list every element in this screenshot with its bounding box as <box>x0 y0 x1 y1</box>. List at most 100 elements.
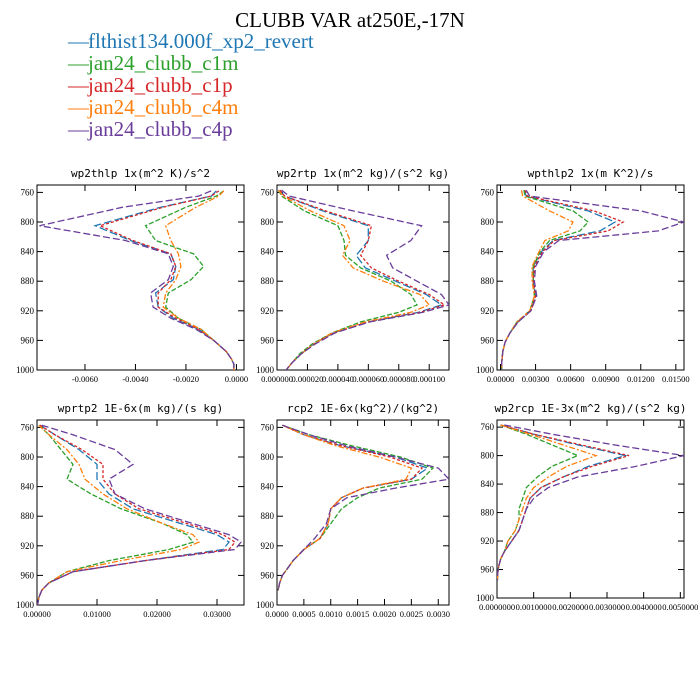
y-tick-label: 840 <box>481 479 495 489</box>
x-tick-label: 0.0020000 <box>552 602 588 612</box>
y-tick-label: 1000 <box>256 365 275 375</box>
series-line <box>277 424 413 591</box>
panel-title: wpthlp2 1x(m K^2)/s <box>528 167 654 180</box>
legend-item: —jan24_clubb_c1p <box>68 74 314 96</box>
legend-item: —flthist134.000f_xp2_revert <box>68 30 314 52</box>
chart-panel: wp2thlp 1x(m^2 K)/s^2 760 800 840 880 920 960 1… <box>16 167 248 384</box>
y-tick-label: 920 <box>21 541 35 551</box>
series-line <box>501 190 574 370</box>
x-tick-label: 0.000060 <box>352 374 384 384</box>
x-tick-label: 0.0000 <box>265 609 288 619</box>
y-tick-label: 960 <box>481 335 495 345</box>
y-tick-label: 800 <box>481 217 495 227</box>
series-line <box>277 189 418 370</box>
series-line <box>497 424 630 581</box>
y-tick-label: 880 <box>481 508 495 518</box>
panel-title: rcp2 1E-6x(kg^2)/(kg^2) <box>287 402 439 415</box>
y-tick-label: 1000 <box>256 600 275 610</box>
y-tick-label: 960 <box>21 335 35 345</box>
legend-label: jan24_clubb_c1m <box>88 51 239 75</box>
series-line <box>37 424 230 605</box>
x-tick-label: 0.00300 <box>522 374 550 384</box>
x-tick-label: -0.0020 <box>173 374 199 384</box>
series-line <box>279 189 443 370</box>
y-tick-label: 880 <box>261 276 275 286</box>
panel-title: wp2rtp 1x(m^2 kg)/(s^2 kg) <box>277 167 449 180</box>
y-tick-label: 960 <box>261 570 275 580</box>
y-tick-label: 1000 <box>16 600 35 610</box>
y-tick-label: 840 <box>261 482 275 492</box>
y-tick-label: 920 <box>481 536 495 546</box>
y-tick-label: 1000 <box>476 593 495 603</box>
series-line <box>37 424 195 605</box>
x-tick-label: 0.0030000 <box>589 602 625 612</box>
y-tick-label: 920 <box>21 306 35 316</box>
series-line <box>279 189 446 370</box>
legend-item: —jan24_clubb_c1m <box>68 52 314 74</box>
y-tick-label: 880 <box>261 511 275 521</box>
x-tick-label: 0.0040000 <box>626 602 662 612</box>
series-line <box>501 189 617 370</box>
plot-frame <box>496 419 685 599</box>
series-line <box>93 190 235 370</box>
y-tick-label: 760 <box>261 187 275 197</box>
y-tick-label: 760 <box>21 187 35 197</box>
x-tick-label: 0.0000000 <box>479 602 515 612</box>
x-tick-label: 0.0050000 <box>662 602 698 612</box>
x-tick-label: 0.000100 <box>413 374 445 384</box>
x-tick-label: 0.000080 <box>383 374 415 384</box>
y-tick-label: 800 <box>261 217 275 227</box>
panel-title: wprtp2 1E-6x(m kg)/(s kg) <box>58 402 224 415</box>
x-tick-label: 0.01200 <box>627 374 655 384</box>
series-line <box>37 424 236 605</box>
x-tick-label: 0.00000 <box>487 374 515 384</box>
figure-title: CLUBB VAR at250E,-17N <box>235 8 465 32</box>
x-tick-label: -0.0060 <box>72 374 98 384</box>
x-tick-label: 0.0010 <box>319 609 342 619</box>
legend-label: jan24_clubb_c1p <box>88 73 233 97</box>
series-line <box>497 424 580 581</box>
x-tick-label: 0.03000 <box>203 609 231 619</box>
y-tick-label: 760 <box>481 422 495 432</box>
chart-panel: rcp2 1E-6x(kg^2)/(kg^2) 760 800 840 880 920 96… <box>256 402 450 619</box>
x-tick-label: 0.000000 <box>261 374 293 384</box>
y-tick-label: 1000 <box>476 365 495 375</box>
x-tick-label: 0.0025 <box>400 609 423 619</box>
panel-title: wp2rcp 1E-3x(m^2 kg)/(s^2 kg) <box>494 402 686 415</box>
y-tick-label: 960 <box>21 570 35 580</box>
x-tick-label: 0.00900 <box>592 374 620 384</box>
x-tick-label: 0.01000 <box>83 609 111 619</box>
x-tick-label: 0.0005 <box>292 609 315 619</box>
series-line <box>37 424 242 605</box>
series-line <box>162 190 235 370</box>
y-tick-label: 760 <box>21 422 35 432</box>
x-tick-label: 0.0030 <box>427 609 450 619</box>
x-tick-label: 0.0000 <box>225 374 248 384</box>
y-tick-label: 920 <box>261 541 275 551</box>
y-tick-label: 880 <box>21 511 35 521</box>
y-tick-label: 800 <box>21 217 35 227</box>
y-tick-label: 840 <box>21 247 35 257</box>
plot-frame <box>36 419 245 606</box>
y-tick-label: 880 <box>21 276 35 286</box>
chart-panel: wprtp2 1E-6x(m kg)/(s kg) 760 800 840 880 920… <box>16 402 245 619</box>
series-line <box>39 190 235 370</box>
x-tick-label: 0.0020 <box>373 609 396 619</box>
series-line <box>277 424 435 591</box>
series-line <box>497 424 598 581</box>
y-tick-label: 960 <box>481 565 495 575</box>
chart-panel: wp2rcp 1E-3x(m^2 kg)/(s^2 kg) 760 800 840 88… <box>476 402 698 612</box>
y-tick-label: 800 <box>481 451 495 461</box>
series-line <box>277 189 431 370</box>
y-tick-label: 920 <box>261 306 275 316</box>
series-line <box>281 189 449 370</box>
series-line <box>277 424 449 591</box>
plot-frame <box>276 419 450 606</box>
x-tick-label: 0.02000 <box>143 609 171 619</box>
legend: —flthist134.000f_xp2_revert —jan24_clubb_… <box>68 30 314 140</box>
x-tick-label: -0.0040 <box>122 374 148 384</box>
x-tick-label: 0.0010000 <box>516 602 552 612</box>
y-tick-label: 960 <box>261 335 275 345</box>
y-tick-label: 1000 <box>16 365 35 375</box>
